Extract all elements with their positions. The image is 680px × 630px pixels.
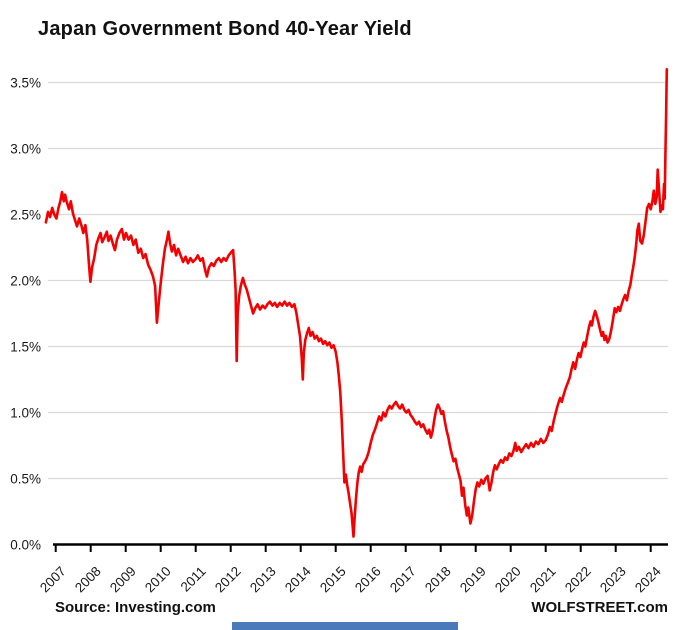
- x-tick-label: 2021: [527, 564, 559, 596]
- y-tick-label: 0.0%: [10, 537, 41, 552]
- y-tick-label: 3.0%: [10, 141, 41, 156]
- y-tick-label: 2.0%: [10, 273, 41, 288]
- x-tick-label: 2012: [212, 564, 244, 596]
- x-tick-label: 2010: [142, 564, 174, 596]
- x-tick-label: 2020: [492, 564, 524, 596]
- x-tick-label: 2011: [178, 564, 209, 595]
- chart-title: Japan Government Bond 40-Year Yield: [38, 18, 412, 40]
- chart-footer: Source: Investing.com WOLFSTREET.com: [55, 599, 668, 616]
- site-credit: WOLFSTREET.com: [531, 599, 668, 616]
- x-axis: [53, 543, 668, 552]
- y-tick-label: 1.5%: [10, 339, 41, 354]
- bottom-accent-bar: [232, 622, 458, 630]
- x-tick-label: 2007: [37, 564, 69, 596]
- x-tick-label: 2022: [562, 564, 594, 596]
- x-tick-label: 2024: [632, 563, 664, 595]
- y-tick-label: 2.5%: [10, 207, 41, 222]
- source-credit: Source: Investing.com: [55, 599, 216, 616]
- x-tick-label: 2009: [107, 564, 139, 596]
- x-tick-label: 2018: [422, 564, 454, 596]
- x-tick-label: 2015: [317, 564, 349, 596]
- x-tick-label: 2016: [352, 564, 384, 596]
- x-tick-label: 2019: [457, 564, 489, 596]
- x-tick-label: 2017: [387, 564, 419, 596]
- x-axis-labels: 2007 2008 2009 2010 2011 2012 2013 2014 2015 2016…: [37, 563, 664, 595]
- x-tick-label: 2014: [282, 563, 314, 595]
- x-tick-label: 2013: [247, 564, 279, 596]
- gridlines: [48, 81, 668, 480]
- y-tick-label: 3.5%: [10, 75, 41, 90]
- y-axis-labels: 3.5% 3.0% 2.5% 2.0% 1.5% 1.0% 0.5% 0.0%: [10, 75, 41, 552]
- y-tick-label: 1.0%: [10, 405, 41, 420]
- x-tick-label: 2023: [597, 564, 629, 596]
- x-tick-label: 2008: [72, 564, 104, 596]
- y-tick-label: 0.5%: [10, 471, 41, 486]
- yield-series-line: [44, 68, 669, 538]
